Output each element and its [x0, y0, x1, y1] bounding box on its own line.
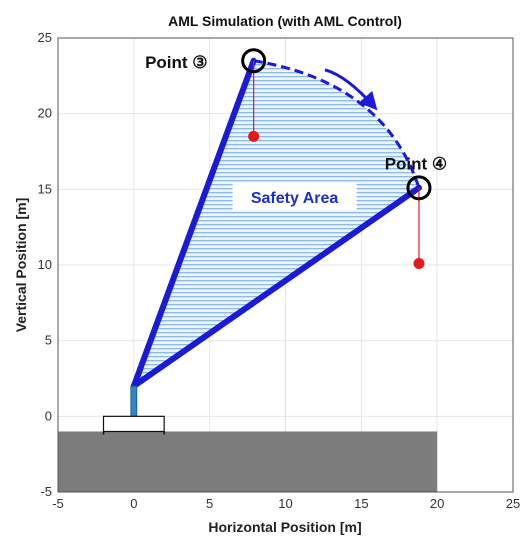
x-axis-label: Horizontal Position [m]: [208, 519, 361, 535]
y-tick-label: 25: [38, 30, 52, 45]
x-tick-label: 0: [130, 496, 137, 511]
boom-start-line: [130, 57, 257, 390]
y-axis-label: Vertical Position [m]: [13, 198, 29, 333]
labels: Point ③ Point ④ Safety Area: [145, 53, 447, 210]
point-3-label: Point ③: [145, 53, 207, 72]
boom-end-line: [130, 184, 422, 390]
x-tick-label: 15: [354, 496, 368, 511]
ticks: -5 0 5 10 15 20 25 -5 0 5 10 15 20 25: [38, 30, 521, 511]
point-4-label: Point ④: [385, 155, 447, 174]
point-3-marker: [241, 48, 267, 74]
y-tick-label: 20: [38, 106, 52, 121]
load-dot-start: [248, 130, 260, 142]
chart-title: AML Simulation (with AML Control): [168, 13, 402, 29]
load-dot-end: [413, 257, 425, 269]
base-platform: [102, 415, 165, 433]
ground: [58, 431, 438, 492]
x-tick-label: -5: [52, 496, 64, 511]
x-tick-label: 25: [506, 496, 520, 511]
mast: [130, 385, 138, 417]
x-tick-label: 5: [206, 496, 213, 511]
safety-area-label-box: [232, 182, 357, 210]
safety-area-label: Safety Area: [251, 190, 339, 207]
x-tick-label: 20: [430, 496, 444, 511]
y-tick-label: 5: [45, 333, 52, 348]
point-4-marker: [406, 175, 432, 201]
x-tick-label: 10: [278, 496, 292, 511]
y-tick-label: 15: [38, 181, 52, 196]
direction-arrow: [324, 68, 378, 111]
plot-frame: [57, 37, 514, 493]
y-tick-label: 10: [38, 257, 52, 272]
y-tick-label: -5: [40, 484, 52, 499]
y-tick-label: 0: [45, 408, 52, 423]
